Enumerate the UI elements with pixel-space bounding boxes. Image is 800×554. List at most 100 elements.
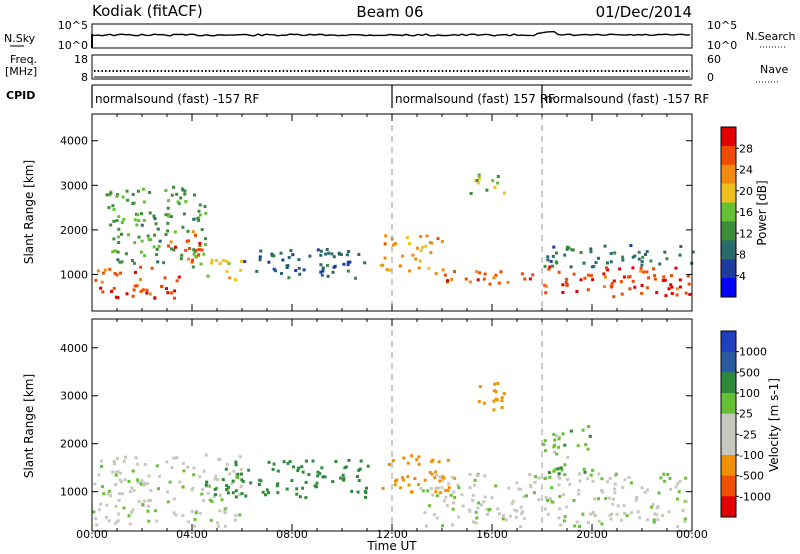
echo-cell bbox=[304, 459, 308, 463]
echo-cell bbox=[441, 475, 445, 479]
echo-cell bbox=[102, 492, 106, 496]
echo-cell bbox=[431, 493, 435, 497]
echo-cell bbox=[320, 273, 324, 277]
echo-cell bbox=[101, 485, 104, 489]
echo-cell bbox=[468, 473, 472, 476]
echo-cell bbox=[488, 282, 492, 286]
echo-cell bbox=[267, 460, 271, 464]
echo-cell bbox=[522, 495, 526, 499]
x-tick-label: 00:00 bbox=[676, 528, 708, 541]
echo-cell bbox=[194, 511, 198, 515]
echo-cell bbox=[148, 292, 152, 296]
echo-cell bbox=[143, 254, 147, 258]
echo-cell bbox=[425, 524, 428, 528]
echo-cell bbox=[440, 240, 444, 243]
echo-cell bbox=[601, 490, 605, 494]
echo-cell bbox=[321, 475, 325, 479]
echo-cell bbox=[476, 181, 480, 185]
echo-cell bbox=[501, 514, 505, 518]
echo-cell bbox=[573, 524, 577, 528]
echo-cell bbox=[558, 495, 562, 498]
echo-cell bbox=[199, 262, 203, 266]
echo-cell bbox=[105, 193, 109, 197]
echo-cell bbox=[554, 467, 558, 471]
echo-cell bbox=[170, 466, 174, 470]
echo-cell bbox=[584, 443, 588, 447]
echo-cell bbox=[434, 272, 438, 276]
echo-cell bbox=[194, 254, 198, 258]
echo-cell bbox=[234, 463, 238, 467]
echo-cell bbox=[628, 287, 632, 291]
echo-cell bbox=[556, 467, 560, 471]
echo-region bbox=[206, 258, 243, 282]
echo-cell bbox=[486, 513, 489, 516]
echo-cell bbox=[114, 521, 118, 525]
echo-cell bbox=[186, 465, 190, 469]
echo-cell bbox=[137, 499, 141, 503]
echo-cell bbox=[507, 486, 511, 490]
echo-cell bbox=[571, 248, 575, 252]
echo-region bbox=[243, 248, 367, 280]
echo-cell bbox=[565, 277, 569, 281]
echo-cell bbox=[92, 510, 96, 514]
echo-cell bbox=[117, 235, 121, 239]
echo-cell bbox=[543, 449, 547, 453]
echo-cell bbox=[656, 505, 660, 508]
echo-cell bbox=[120, 232, 123, 236]
echo-cell bbox=[125, 292, 129, 296]
echo-cell bbox=[132, 489, 136, 492]
echo-cell bbox=[239, 268, 243, 272]
echo-cell bbox=[627, 476, 631, 480]
echo-cell bbox=[553, 443, 557, 447]
echo-cell bbox=[633, 254, 637, 258]
echo-region bbox=[92, 453, 243, 529]
echo-cell bbox=[240, 478, 244, 482]
echo-cell bbox=[550, 486, 554, 490]
echo-cell bbox=[168, 480, 172, 484]
echo-cell bbox=[557, 437, 561, 441]
echo-cell bbox=[111, 250, 115, 254]
echo-cell bbox=[423, 478, 427, 482]
echo-cell bbox=[228, 472, 232, 476]
y-tick-label: 4000 bbox=[60, 342, 88, 355]
echo-cell bbox=[612, 295, 616, 299]
echo-cell bbox=[567, 246, 571, 250]
echo-cell bbox=[411, 253, 415, 257]
echo-cell bbox=[688, 292, 692, 296]
echo-cell bbox=[657, 491, 661, 495]
echo-cell bbox=[576, 444, 580, 448]
echo-cell bbox=[586, 521, 590, 525]
echo-cell bbox=[543, 477, 547, 481]
echo-cell bbox=[176, 200, 180, 204]
colorbar-tick-label: 25 bbox=[739, 408, 753, 421]
echo-cell bbox=[410, 454, 414, 458]
echo-cell bbox=[139, 278, 142, 282]
echo-cell bbox=[414, 257, 418, 261]
echo-cell bbox=[640, 263, 644, 267]
echo-cell bbox=[678, 479, 682, 483]
echo-cell bbox=[487, 509, 491, 513]
echo-cell bbox=[216, 521, 220, 525]
echo-cell bbox=[244, 494, 248, 498]
echo-cell bbox=[560, 468, 564, 472]
echo-cell bbox=[493, 382, 497, 386]
echo-cell bbox=[193, 517, 197, 521]
echo-cell bbox=[275, 484, 279, 488]
echo-cell bbox=[515, 481, 519, 485]
velocity-ylabel: Slant Range [km] bbox=[22, 374, 36, 478]
echo-cell bbox=[114, 483, 118, 487]
echo-cell bbox=[346, 260, 350, 264]
echo-cell bbox=[232, 469, 236, 473]
echo-cell bbox=[220, 498, 224, 502]
echo-cell bbox=[115, 520, 119, 523]
echo-cell bbox=[131, 508, 135, 512]
echo-cell bbox=[163, 276, 167, 280]
echo-cell bbox=[589, 473, 593, 477]
echo-cell bbox=[158, 474, 162, 478]
echo-cell bbox=[324, 252, 328, 256]
echo-cell bbox=[639, 266, 643, 270]
echo-cell bbox=[194, 248, 198, 252]
echo-cell bbox=[301, 470, 305, 474]
echo-cell bbox=[413, 477, 417, 480]
echo-cell bbox=[319, 253, 323, 257]
